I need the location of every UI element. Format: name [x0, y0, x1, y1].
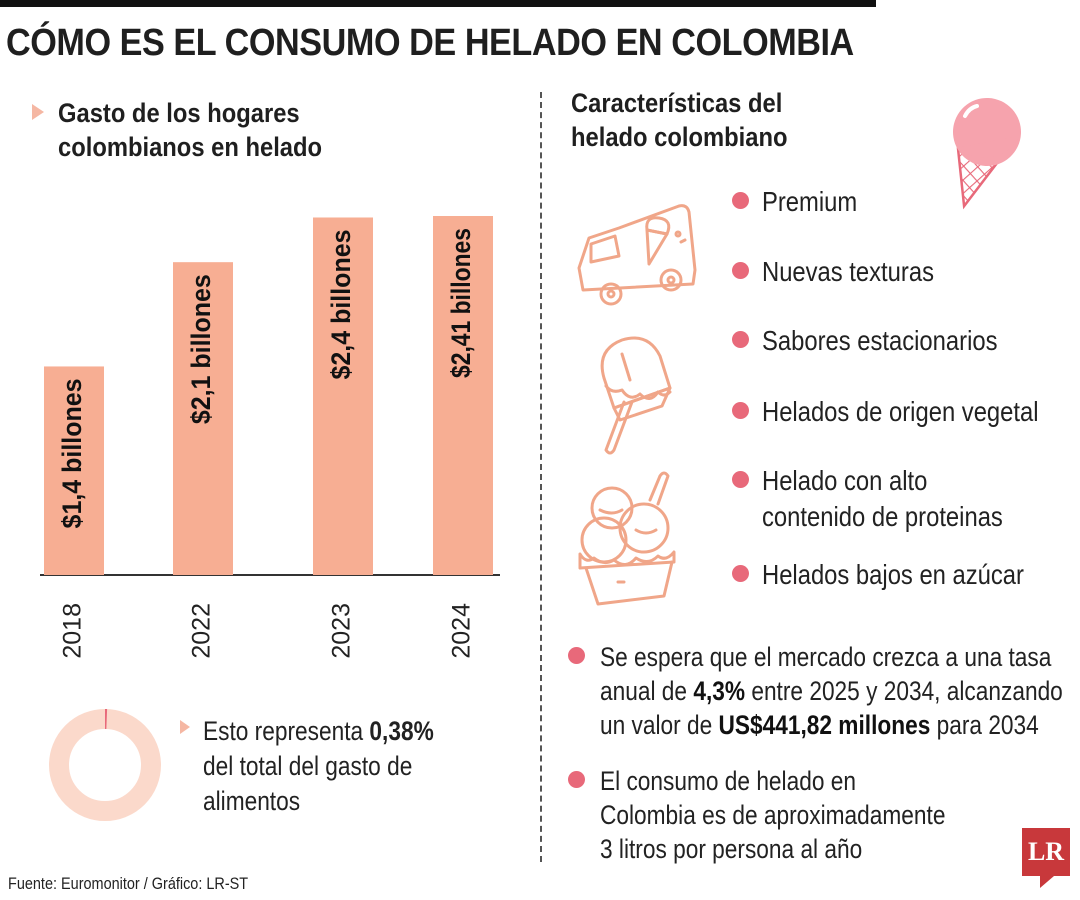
market-growth-note: Se espera que el mercado crezca a una ta… [600, 640, 1063, 742]
lr-logo-tail [1040, 876, 1054, 888]
bullet-dot-icon [732, 192, 749, 209]
note1-line1: Se espera que el mercado crezca a una ta… [600, 642, 1052, 672]
bullet-dot-icon [732, 402, 749, 419]
note1-line2-c: entre 2025 y 2034, alcanzando [745, 676, 1063, 706]
chart-subtitle-line1: Gasto de los hogares [58, 98, 300, 128]
x-tick-label: 2022 [188, 603, 216, 659]
bar-2022 [173, 262, 233, 575]
share-text: Esto representa 0,38% del total del gast… [203, 714, 434, 819]
market-value: US$441,82 millones [718, 710, 931, 740]
chart-subtitle-line2: colombianos en helado [58, 132, 323, 162]
note1-line3-a: un valor de [600, 710, 719, 740]
ice-cream-cup-icon [578, 471, 676, 606]
feature-item-line: contenido de proteinas [762, 501, 1003, 532]
share-donut [49, 709, 161, 821]
feature-item: Helado con alto contenido de proteinas [762, 463, 1003, 535]
features-subtitle-line1: Características del [571, 88, 783, 118]
ice-cream-truck-icon [577, 204, 697, 306]
note1-line3: un valor de US$441,82 millones para 2034 [600, 708, 1063, 742]
share-line3: alimentos [203, 786, 301, 816]
chart-subtitle: Gasto de los hogares colombianos en hela… [58, 96, 322, 164]
page-title: CÓMO ES EL CONSUMO DE HELADO EN COLOMBIA [6, 22, 854, 64]
bullet-dot-icon [568, 771, 585, 788]
feature-item-line: Sabores estacionarios [762, 325, 998, 356]
feature-item: Helados bajos en azúcar [762, 557, 1024, 593]
bullet-dot-icon [732, 331, 749, 348]
lr-logo: LR [1022, 828, 1070, 876]
share-prefix: Esto representa [203, 716, 370, 746]
bullet-dot-icon [568, 647, 585, 664]
bullet-triangle-icon [32, 104, 44, 120]
bullet-dot-icon [732, 565, 749, 582]
note1-line2-a: anual de [600, 676, 694, 706]
bar-value-label: $1,4 billones [57, 378, 87, 528]
note2-line3: 3 litros por persona al año [600, 834, 863, 864]
feature-item-line: Nuevas texturas [762, 256, 934, 287]
share-line2: del total del gasto de [203, 751, 413, 781]
note2-line2: Colombia es de aproximadamente [600, 800, 946, 830]
feature-item: Sabores estacionarios [762, 323, 997, 359]
consumption-note: El consumo de helado en Colombia es de a… [600, 764, 945, 866]
top-rule [0, 0, 876, 7]
features-subtitle: Características del helado colombiano [571, 86, 788, 154]
note2-line1: El consumo de helado en [600, 766, 856, 796]
share-line1: Esto representa 0,38% [203, 714, 434, 749]
popsicle-icon [600, 336, 672, 455]
column-divider [540, 92, 542, 862]
ice-cream-cone-icon [953, 98, 1021, 210]
bar-chart: $1,4 billones 2018 $2,1 billones 2022 $2,4 b… [40, 216, 500, 659]
bullet-dot-icon [732, 471, 749, 488]
features-subtitle-line2: helado colombiano [571, 122, 788, 152]
x-tick-label: 2023 [328, 603, 356, 659]
x-tick-label: 2024 [448, 603, 476, 659]
bar-2024 [433, 216, 493, 575]
feature-item-line: Helados de origen vegetal [762, 396, 1039, 427]
feature-item: Nuevas texturas [762, 254, 934, 290]
feature-item-line: Premium [762, 186, 858, 217]
feature-item-line: Helados bajos en azúcar [762, 559, 1024, 590]
feature-item: Helados de origen vegetal [762, 394, 1039, 430]
bar-2023 [313, 217, 373, 575]
bullet-dot-icon [732, 262, 749, 279]
bar-value-label: $2,4 billones [326, 229, 356, 379]
source-credit: Fuente: Euromonitor / Gráfico: LR-ST [8, 874, 249, 893]
bar-2018 [44, 366, 104, 575]
bullet-triangle-icon [180, 720, 190, 734]
share-value: 0,38% [369, 716, 434, 746]
bar-value-label: $2,1 billones [186, 274, 216, 424]
note1-line2: anual de 4,3% entre 2025 y 2034, alcanza… [600, 674, 1063, 708]
bar-value-label: $2,41 billones [446, 228, 476, 378]
feature-item-line: Helado con alto [762, 465, 928, 496]
x-tick-label: 2018 [59, 603, 87, 659]
feature-item: Premium [762, 184, 857, 220]
note1-line3-c: para 2034 [930, 710, 1039, 740]
growth-rate: 4,3% [693, 676, 746, 706]
